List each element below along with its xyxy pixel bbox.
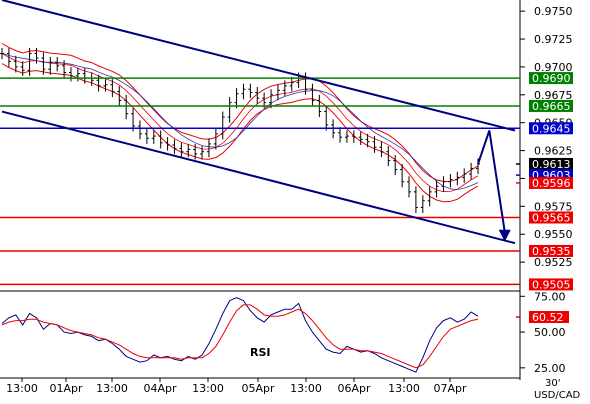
forecast-arrow-line bbox=[477, 130, 506, 232]
level-label: 0.9565 bbox=[532, 212, 571, 225]
price-tick-label: 0.9700 bbox=[534, 61, 573, 74]
level-label-box bbox=[529, 122, 573, 135]
symbol-label: USD/CAD bbox=[534, 390, 581, 400]
rsi-value-box bbox=[529, 311, 569, 324]
level-label: 0.9665 bbox=[532, 100, 571, 113]
time-tick-label: 13:00 bbox=[6, 382, 38, 395]
price-tick-label: 0.9575 bbox=[534, 200, 573, 213]
rsi-tick-label: 75.00 bbox=[534, 290, 566, 303]
rsi-title: RSI bbox=[250, 346, 271, 359]
time-tick-label: 13:00 bbox=[388, 382, 420, 395]
upper-channel-line bbox=[1, 0, 516, 132]
price-tick-label: 0.9550 bbox=[534, 228, 573, 241]
level-label-box bbox=[529, 99, 573, 112]
level-label: 0.9690 bbox=[532, 72, 571, 85]
middle-band-line bbox=[1, 53, 479, 193]
price-tick-label: 0.9750 bbox=[534, 5, 573, 18]
level-label-box bbox=[529, 244, 573, 257]
rsi-signal-line bbox=[1, 304, 479, 369]
price-tick-label: 0.9525 bbox=[534, 256, 573, 269]
time-tick-label: 04Apr bbox=[143, 382, 177, 395]
price-tick-label: 0.9725 bbox=[534, 33, 573, 46]
moving-average-line bbox=[1, 53, 479, 191]
price-tag-box bbox=[529, 157, 573, 170]
time-tick-label: 01Apr bbox=[49, 382, 83, 395]
price-tick-label: 0.9675 bbox=[534, 89, 573, 102]
time-tick-label: 05Apr bbox=[241, 382, 275, 395]
time-tick-label: 06Apr bbox=[337, 382, 371, 395]
timeframe-label: 30' bbox=[545, 378, 560, 389]
level-label-box bbox=[529, 211, 573, 224]
time-tick-label: 13:00 bbox=[192, 382, 224, 395]
rsi-tick-label: 50.00 bbox=[534, 326, 566, 339]
rsi-line bbox=[1, 297, 479, 373]
level-label-box bbox=[529, 278, 573, 291]
price-tick-label: 0.9625 bbox=[534, 145, 573, 158]
time-tick-label: 13:00 bbox=[290, 382, 322, 395]
level-label-box bbox=[529, 72, 573, 85]
lower-channel-line bbox=[1, 110, 516, 245]
level-label: 0.9645 bbox=[532, 122, 571, 135]
rsi-value-label: 60.52 bbox=[532, 311, 564, 324]
forecast-arrowhead bbox=[498, 229, 511, 242]
lower-band-line bbox=[1, 63, 479, 203]
rsi-tick-label: 25.00 bbox=[534, 362, 566, 375]
time-tick-label: 07Apr bbox=[433, 382, 467, 395]
price-tag-label: 0.9596 bbox=[532, 177, 571, 190]
price-tag-box bbox=[529, 176, 573, 189]
upper-band-line bbox=[1, 43, 479, 183]
time-tick-label: 13:00 bbox=[96, 382, 128, 395]
level-label: 0.9535 bbox=[532, 245, 571, 258]
price-tag-label: 0.9613 bbox=[532, 158, 571, 171]
level-label: 0.9505 bbox=[532, 278, 571, 291]
